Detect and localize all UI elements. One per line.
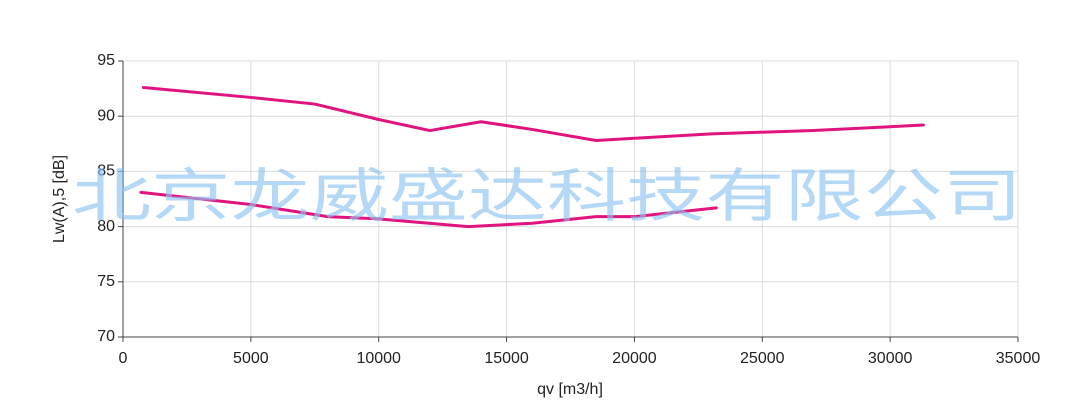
y-tick-label: 90 (97, 107, 115, 124)
x-tick-label: 35000 (996, 350, 1041, 367)
x-axis-label: qv [m3/h] (537, 381, 603, 398)
x-tick-label: 5000 (233, 350, 269, 367)
y-tick-label: 95 (97, 52, 115, 69)
y-tick-label: 70 (97, 328, 115, 345)
series-line (139, 190, 718, 229)
x-tick-label: 15000 (484, 350, 529, 367)
x-tick-label: 10000 (356, 350, 401, 367)
watermark: 北京龙威盛达科技有限公司 (72, 162, 1022, 230)
y-tick-label: 75 (97, 273, 115, 290)
x-tick-label: 20000 (612, 350, 657, 367)
x-tick-label: 25000 (740, 350, 785, 367)
x-tick-label: 30000 (868, 350, 913, 367)
y-axis-label: Lw(A),5 [dB] (51, 155, 68, 243)
series-line (141, 85, 925, 142)
y-tick-label: 85 (97, 163, 115, 180)
x-tick-label: 0 (119, 350, 128, 367)
y-tick-label: 80 (97, 218, 115, 235)
